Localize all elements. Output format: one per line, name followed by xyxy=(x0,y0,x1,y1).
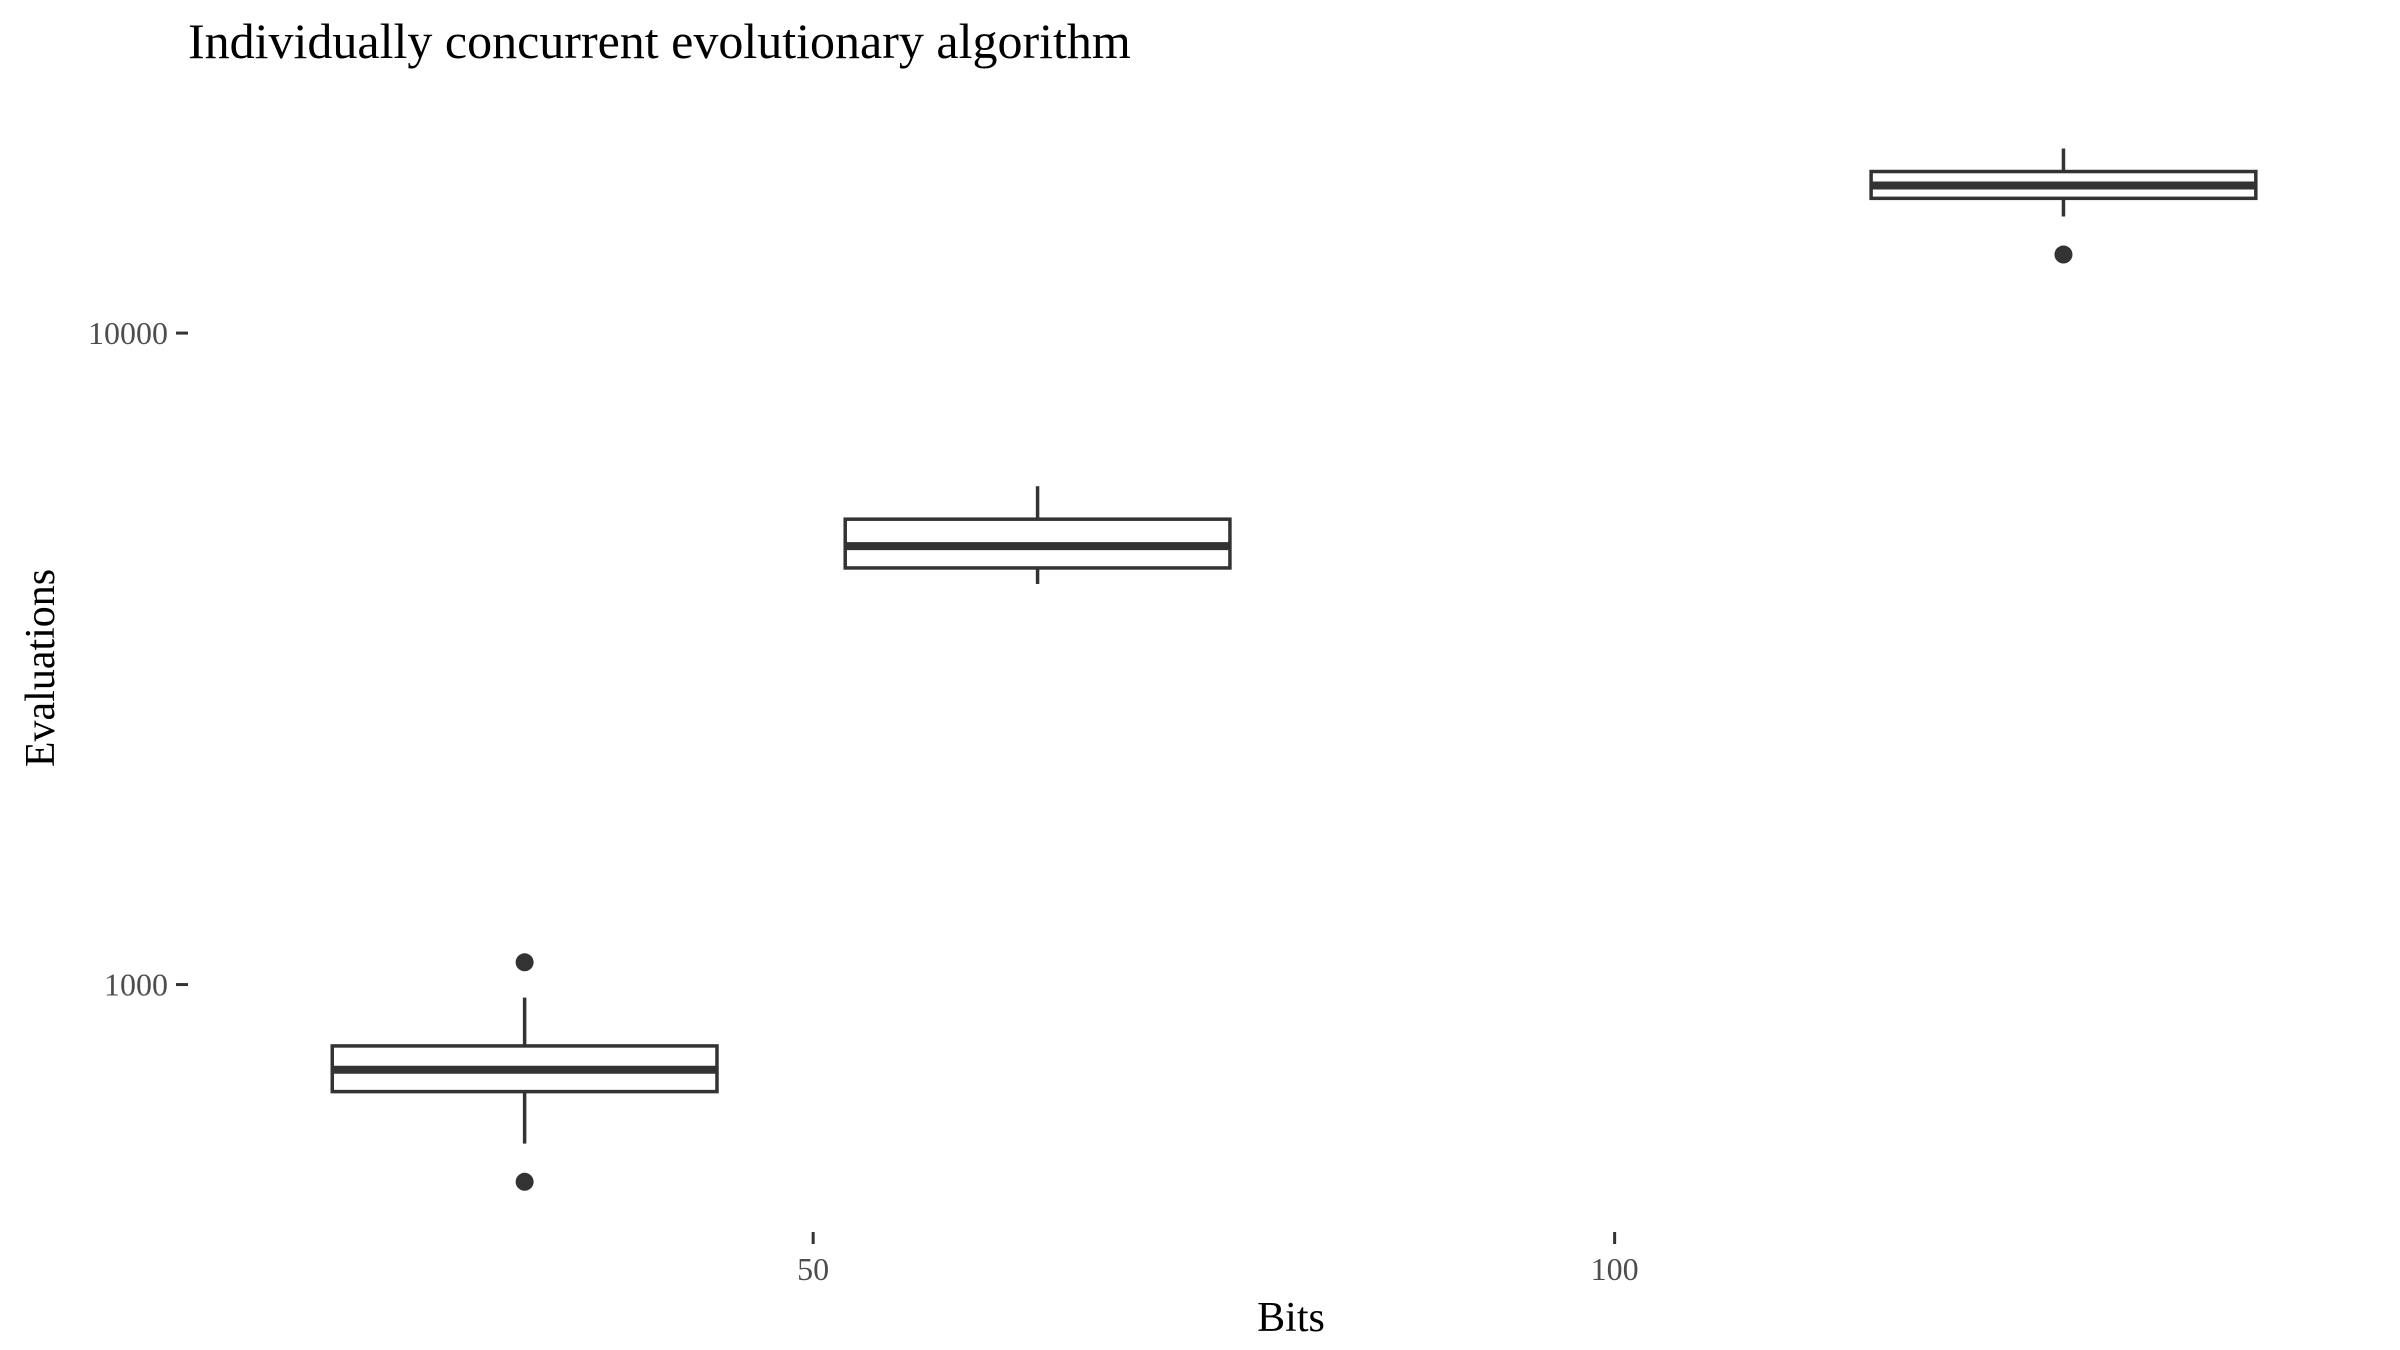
y-axis: 1000 10000 xyxy=(88,315,188,1003)
x-axis: 50 100 xyxy=(797,1232,1639,1287)
boxes-layer xyxy=(330,148,2258,1191)
outlier-point xyxy=(515,1172,534,1191)
y-tick-label: 10000 xyxy=(88,315,168,351)
boxplot-group xyxy=(1869,148,2258,264)
x-axis-title: Bits xyxy=(1257,1295,1325,1341)
boxplot-group xyxy=(330,953,719,1191)
boxplot-group xyxy=(843,486,1232,584)
outlier-point xyxy=(515,953,534,972)
x-tick-label: 100 xyxy=(1591,1251,1639,1287)
outlier-point xyxy=(2054,245,2073,264)
x-tick-label: 50 xyxy=(797,1251,829,1287)
y-axis-title: Evaluations xyxy=(18,569,64,767)
chart-title: Individually concurrent evolutionary alg… xyxy=(188,13,1131,69)
y-tick-label: 1000 xyxy=(104,967,168,1003)
